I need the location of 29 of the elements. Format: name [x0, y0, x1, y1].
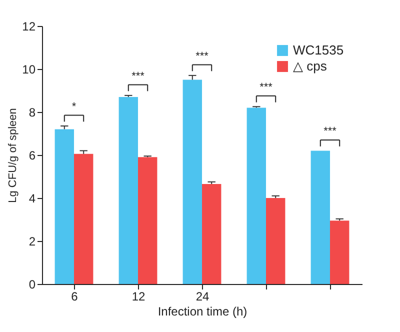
- bar: [182, 80, 202, 284]
- bar: [266, 198, 286, 284]
- y-tick-label: 8: [28, 106, 36, 120]
- bar: [202, 184, 222, 284]
- bar: [118, 96, 138, 284]
- x-tick-label: 24: [196, 290, 210, 304]
- legend-label: WC1535: [293, 42, 344, 58]
- bar: [74, 154, 94, 284]
- y-tick-label: 12: [22, 20, 36, 34]
- y-tick-label: 10: [22, 62, 36, 76]
- y-axis-title: Lg CFU/g of spleen: [7, 108, 20, 203]
- bar: [246, 108, 266, 284]
- y-tick-label: 2: [28, 234, 36, 248]
- y-tick-label: 6: [28, 148, 36, 162]
- bar: [330, 220, 350, 284]
- x-axis-title: Infection time (h): [158, 304, 248, 318]
- annotation: ***: [132, 70, 146, 82]
- x-tick-label: 6: [71, 290, 78, 304]
- y-tick-label: 4: [28, 192, 36, 206]
- annotation: *: [72, 101, 77, 113]
- annotation: ***: [196, 50, 210, 62]
- x-tick-label: 12: [132, 290, 146, 304]
- bar: [54, 129, 74, 284]
- bar: [310, 150, 330, 284]
- bar: [138, 157, 158, 284]
- annotation: ***: [324, 126, 338, 138]
- annotation: ***: [260, 82, 274, 94]
- y-tick-label: 0: [28, 278, 36, 292]
- legend-label: △ cps: [293, 58, 328, 74]
